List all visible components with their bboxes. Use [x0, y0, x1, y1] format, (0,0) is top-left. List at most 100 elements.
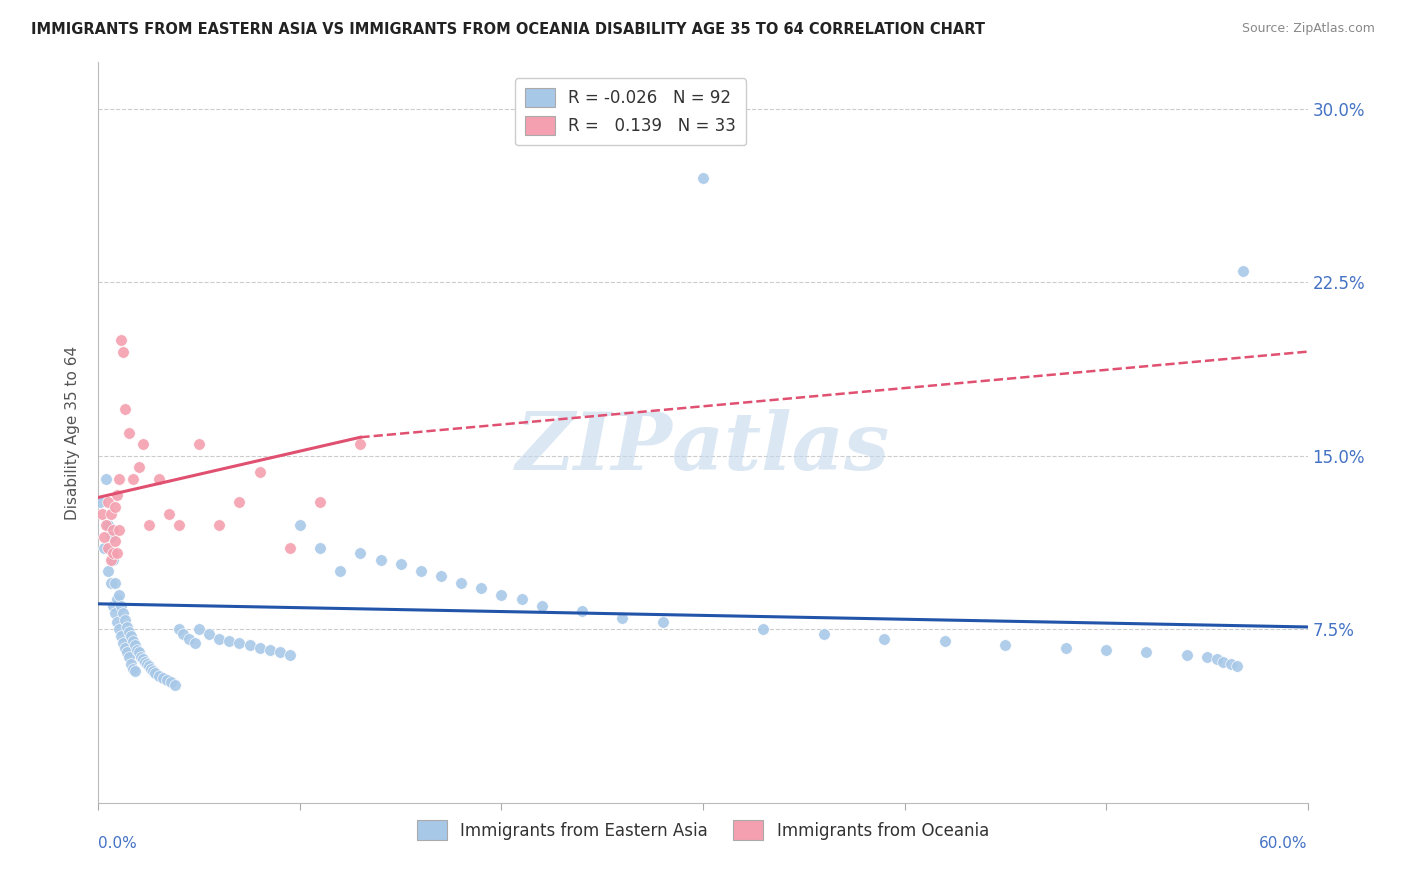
Point — [97, 518, 120, 533]
Text: 60.0%: 60.0% — [1260, 836, 1308, 851]
Point — [114, 640, 136, 655]
Point — [228, 636, 250, 650]
Point — [115, 620, 138, 634]
Point — [103, 500, 125, 514]
Point — [143, 666, 166, 681]
Point — [120, 629, 142, 643]
Point — [139, 662, 162, 676]
Point — [571, 604, 593, 618]
Y-axis label: Disability Age 35 to 64: Disability Age 35 to 64 — [65, 345, 80, 520]
Point — [239, 639, 262, 653]
Point — [198, 627, 221, 641]
Point — [101, 553, 124, 567]
Point — [107, 622, 129, 636]
Point — [269, 645, 291, 659]
Point — [110, 599, 132, 614]
Point — [1135, 645, 1157, 659]
Point — [134, 655, 156, 669]
Point — [118, 624, 141, 639]
Point — [278, 541, 301, 556]
Point — [612, 610, 634, 624]
Point — [184, 636, 207, 650]
Point — [105, 592, 128, 607]
Point — [510, 592, 533, 607]
Point — [103, 534, 125, 549]
Point — [249, 465, 271, 479]
Point — [873, 632, 896, 646]
Point — [934, 633, 956, 648]
Point — [107, 523, 129, 537]
Point — [118, 650, 141, 665]
Point — [142, 664, 165, 678]
Point — [1175, 648, 1198, 662]
Point — [692, 171, 714, 186]
Point — [101, 523, 124, 537]
Point — [121, 662, 143, 676]
Point — [128, 645, 150, 659]
Point — [125, 643, 148, 657]
Point — [115, 645, 138, 659]
Point — [167, 518, 190, 533]
Point — [110, 333, 132, 347]
Point — [148, 472, 170, 486]
Point — [157, 507, 180, 521]
Point — [1195, 650, 1218, 665]
Text: ZIP​atlas: ZIP​atlas — [516, 409, 890, 486]
Point — [1220, 657, 1243, 671]
Point — [1054, 640, 1077, 655]
Point — [651, 615, 673, 630]
Point — [101, 599, 124, 614]
Point — [100, 530, 122, 544]
Point — [349, 546, 371, 560]
Point — [208, 518, 231, 533]
Point — [100, 576, 122, 591]
Point — [259, 643, 281, 657]
Point — [93, 541, 115, 556]
Point — [813, 627, 835, 641]
Point — [89, 495, 111, 509]
Point — [163, 678, 186, 692]
Point — [208, 632, 231, 646]
Point — [228, 495, 250, 509]
Point — [288, 518, 311, 533]
Point — [103, 606, 125, 620]
Point — [118, 425, 141, 440]
Point — [309, 495, 332, 509]
Point — [329, 565, 352, 579]
Point — [97, 541, 120, 556]
Point — [167, 622, 190, 636]
Point — [160, 675, 183, 690]
Point — [179, 632, 201, 646]
Point — [97, 565, 120, 579]
Point — [132, 652, 155, 666]
Point — [121, 633, 143, 648]
Text: IMMIGRANTS FROM EASTERN ASIA VS IMMIGRANTS FROM OCEANIA DISABILITY AGE 35 TO 64 : IMMIGRANTS FROM EASTERN ASIA VS IMMIGRAN… — [31, 22, 986, 37]
Point — [97, 495, 120, 509]
Point — [470, 581, 492, 595]
Point — [530, 599, 553, 614]
Point — [135, 657, 157, 671]
Point — [101, 546, 124, 560]
Point — [103, 576, 125, 591]
Point — [152, 671, 174, 685]
Point — [114, 402, 136, 417]
Point — [1232, 263, 1254, 277]
Point — [105, 546, 128, 560]
Point — [1212, 655, 1234, 669]
Point — [100, 553, 122, 567]
Point — [491, 588, 513, 602]
Point — [188, 622, 211, 636]
Point — [156, 673, 179, 688]
Point — [93, 530, 115, 544]
Point — [110, 629, 132, 643]
Point — [1226, 659, 1249, 673]
Point — [752, 622, 775, 636]
Point — [105, 488, 128, 502]
Legend: Immigrants from Eastern Asia, Immigrants from Oceania: Immigrants from Eastern Asia, Immigrants… — [411, 814, 995, 847]
Point — [129, 650, 152, 665]
Text: 0.0%: 0.0% — [98, 836, 138, 851]
Point — [91, 507, 114, 521]
Point — [370, 553, 392, 567]
Point — [120, 657, 142, 671]
Point — [105, 615, 128, 630]
